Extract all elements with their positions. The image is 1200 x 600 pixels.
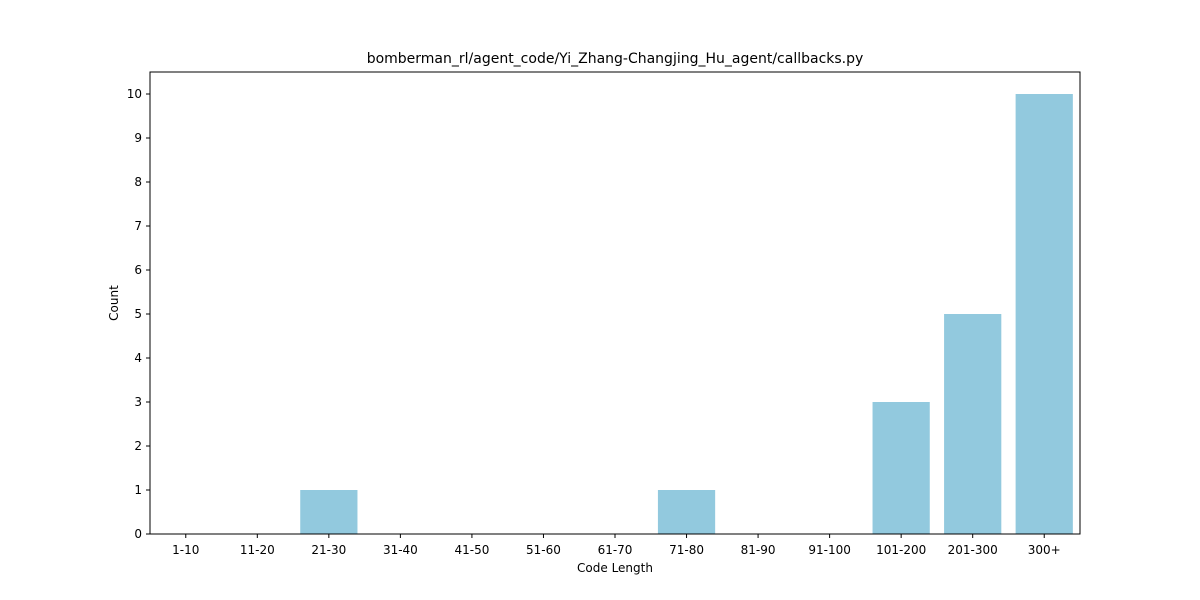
y-axis-label: Count bbox=[107, 285, 121, 321]
x-tick-label: 21-30 bbox=[311, 543, 346, 557]
y-tick-label: 9 bbox=[134, 131, 142, 145]
x-axis-ticks: 1-10 11-20 21-30 31-40 41-50 51-60 61-70 71-80 8… bbox=[172, 534, 1061, 557]
y-tick-label: 0 bbox=[134, 527, 142, 541]
y-tick-label: 10 bbox=[127, 87, 142, 101]
x-tick-label: 81-90 bbox=[741, 543, 776, 557]
x-tick-label: 51-60 bbox=[526, 543, 561, 557]
x-tick-label: 11-20 bbox=[240, 543, 275, 557]
y-tick-label: 3 bbox=[134, 395, 142, 409]
bars-layer bbox=[300, 94, 1073, 534]
plot-frame bbox=[149, 71, 1081, 535]
y-tick-label: 4 bbox=[134, 351, 142, 365]
chart-title: bomberman_rl/agent_code/Yi_Zhang-Changji… bbox=[367, 51, 864, 67]
x-tick-label: 41-50 bbox=[454, 543, 489, 557]
x-tick-label: 31-40 bbox=[383, 543, 418, 557]
y-axis-ticks: 0 1 2 3 4 5 6 7 8 9 10 bbox=[127, 87, 150, 541]
bar-71-80 bbox=[657, 490, 716, 534]
x-tick-label: 201-300 bbox=[948, 543, 998, 557]
y-tick-label: 5 bbox=[134, 307, 142, 321]
y-tick-label: 2 bbox=[134, 439, 142, 453]
bar-300+ bbox=[1015, 94, 1073, 534]
y-tick-label: 8 bbox=[134, 175, 142, 189]
x-tick-label: 1-10 bbox=[172, 543, 199, 557]
bar-21-30 bbox=[300, 490, 358, 534]
bar-201-300 bbox=[944, 314, 1002, 534]
x-tick-label: 300+ bbox=[1028, 543, 1061, 557]
x-axis-label: Code Length bbox=[577, 561, 653, 575]
x-tick-label: 71-80 bbox=[669, 543, 704, 557]
y-tick-label: 1 bbox=[134, 483, 142, 497]
x-tick-label: 91-100 bbox=[808, 543, 851, 557]
bar-101-200 bbox=[872, 402, 930, 534]
y-tick-label: 6 bbox=[134, 263, 142, 277]
y-tick-label: 7 bbox=[134, 219, 142, 233]
x-tick-label: 101-200 bbox=[876, 543, 926, 557]
x-tick-label: 61-70 bbox=[598, 543, 633, 557]
